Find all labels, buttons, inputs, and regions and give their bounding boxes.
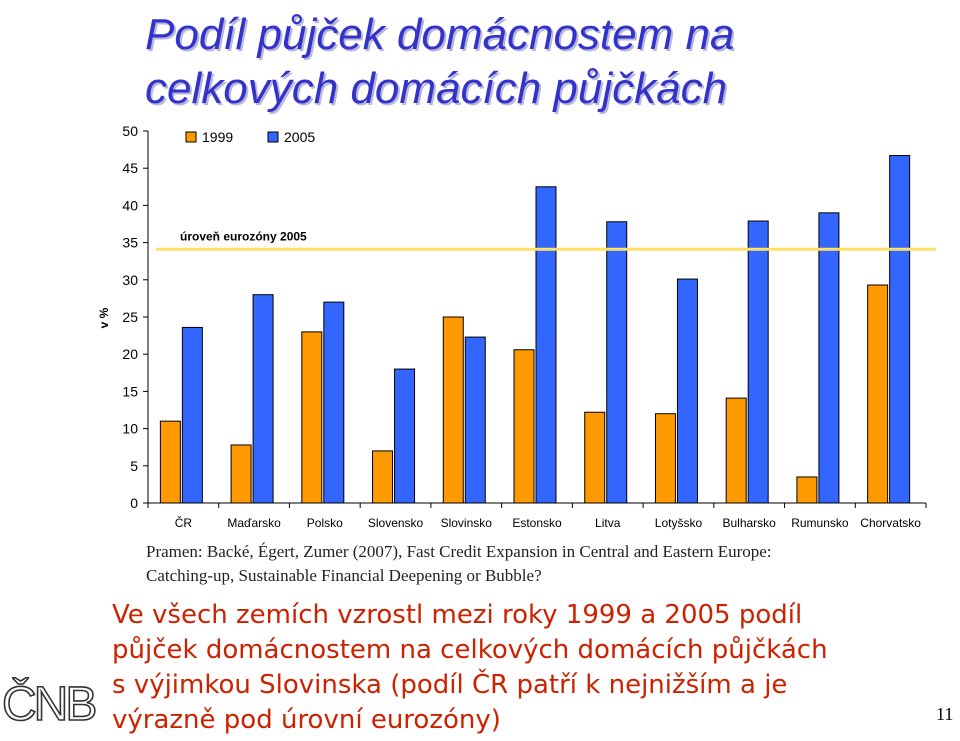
conclusion-line: Ve všech zemích vzrostl mezi roky 1999 a… [112, 600, 803, 630]
bar-1999 [584, 411, 606, 504]
bar-1999 [159, 420, 181, 504]
bar-1999 [230, 444, 252, 504]
y-axis-label: v % [97, 307, 111, 328]
bar-1999 [867, 284, 889, 504]
title-line: celkových domácích půjčkách [145, 64, 728, 113]
bar-1999 [513, 349, 535, 504]
y-tick-label: 0 [130, 495, 138, 511]
source-line: Catching-up, Sustainable Financial Deepe… [146, 566, 542, 585]
bar-1999 [654, 413, 676, 504]
y-tick-label: 10 [122, 421, 138, 437]
x-tick-label: Polsko [307, 516, 343, 530]
y-tick-label: 45 [122, 160, 138, 176]
bar-1999 [301, 331, 323, 504]
eurozone-reference: úroveň eurozóny 2005 [156, 229, 936, 251]
bar-2005 [535, 186, 557, 504]
x-tick-label: Rumunsko [791, 516, 849, 530]
x-tick-label: Chorvatsko [860, 516, 921, 530]
y-tick-label: 20 [122, 346, 138, 362]
x-tick-label: Maďarsko [227, 516, 281, 530]
x-tick-label: Estonsko [512, 516, 562, 530]
bar-2005 [889, 155, 911, 504]
source-line: Pramen: Backé, Égert, Zumer (2007), Fast… [146, 542, 772, 561]
y-tick-label: 40 [122, 197, 138, 213]
bars-group [159, 155, 911, 504]
page-number: 11 [936, 704, 954, 724]
bar-2005 [676, 278, 698, 504]
bar-1999 [725, 397, 747, 504]
bar-2005 [394, 368, 416, 504]
y-tick-label: 30 [122, 272, 138, 288]
conclusion-text: Ve všech zemích vzrostl mezi roky 1999 a… [112, 598, 942, 738]
bar-1999 [372, 450, 394, 504]
bar-2005 [181, 326, 203, 504]
bar-1999 [442, 316, 464, 504]
bar-2005 [323, 301, 345, 504]
x-tick-label: ČR [175, 515, 193, 530]
conclusion-line: s výjimkou Slovinska (podíl ČR patří k n… [112, 670, 788, 700]
legend: 1999 2005 [185, 129, 315, 145]
bar-1999 [796, 476, 818, 504]
x-tick-label: Bulharsko [722, 516, 776, 530]
bar-2005 [818, 212, 840, 504]
slide-title: Podíl půjček domácnostem na celkových do… [145, 8, 945, 116]
source-note: Pramen: Backé, Égert, Zumer (2007), Fast… [146, 540, 946, 588]
x-tick-label: Slovensko [368, 516, 424, 530]
bar-chart: 0 5 10 15 20 25 30 35 40 45 50 v % ČR Maďarsko Polsk… [97, 123, 936, 530]
bar-2005 [606, 221, 628, 504]
y-tick-label: 5 [130, 458, 138, 474]
cnb-logo: ČNB [1, 678, 98, 731]
y-tick-label: 15 [122, 383, 138, 399]
y-tick-label: 50 [122, 123, 138, 139]
x-tick-label: Lotyšsko [655, 516, 703, 530]
x-tick-label: Slovinsko [441, 516, 493, 530]
x-tick-label: Litva [595, 516, 621, 530]
y-axis: 0 5 10 15 20 25 30 35 40 45 50 [122, 123, 149, 511]
legend-label: 1999 [202, 129, 233, 145]
y-tick-label: 25 [122, 309, 138, 325]
legend-label: 2005 [284, 129, 315, 145]
legend-swatch-1999 [185, 131, 197, 143]
title-line: Podíl půjček domácnostem na [145, 10, 735, 59]
bar-2005 [747, 220, 769, 504]
eurozone-label: úroveň eurozóny 2005 [180, 229, 307, 243]
x-axis: ČR Maďarsko Polsko Slovensko Slovinsko Estons… [147, 502, 927, 530]
y-tick-label: 35 [122, 235, 138, 251]
legend-swatch-2005 [267, 131, 279, 143]
conclusion-line: výrazně pod úrovní eurozóny) [112, 705, 501, 735]
bar-2005 [464, 336, 486, 504]
conclusion-line: půjček domácnostem na celkových domácích… [112, 635, 828, 665]
bar-2005 [252, 294, 274, 504]
